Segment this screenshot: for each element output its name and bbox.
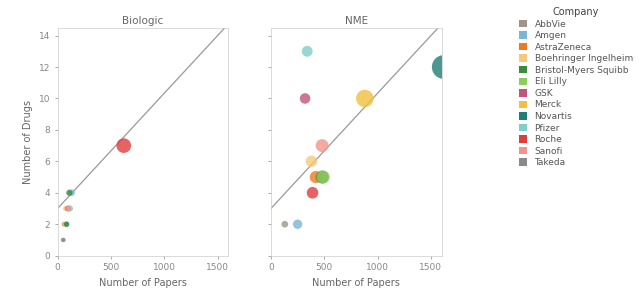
- Title: NME: NME: [345, 15, 368, 26]
- Point: [61, 222, 72, 227]
- Legend: AbbVie, Amgen, AstraZeneca, Boehringer Ingelheim, Bristol-Myers Squibb, Eli Lill: AbbVie, Amgen, AstraZeneca, Boehringer I…: [516, 5, 636, 170]
- Point: [307, 190, 317, 195]
- Point: [300, 96, 310, 101]
- Point: [118, 143, 129, 148]
- Point: [60, 222, 70, 227]
- Point: [58, 237, 68, 242]
- Point: [65, 206, 75, 211]
- Point: [59, 222, 69, 227]
- Point: [67, 190, 77, 195]
- Point: [360, 96, 370, 101]
- X-axis label: Number of Papers: Number of Papers: [312, 278, 400, 288]
- Point: [63, 206, 73, 211]
- Point: [302, 49, 312, 54]
- Point: [317, 143, 327, 148]
- Point: [438, 65, 449, 70]
- Point: [61, 222, 71, 227]
- Point: [58, 237, 68, 242]
- Point: [280, 222, 290, 227]
- Point: [63, 206, 74, 211]
- Point: [318, 175, 328, 180]
- Point: [307, 159, 317, 164]
- Y-axis label: Number of Drugs: Number of Drugs: [23, 100, 33, 184]
- Point: [292, 222, 303, 227]
- Point: [60, 206, 70, 211]
- Title: Biologic: Biologic: [122, 15, 164, 26]
- Point: [310, 175, 321, 180]
- Point: [64, 190, 74, 195]
- X-axis label: Number of Papers: Number of Papers: [99, 278, 187, 288]
- Point: [317, 175, 327, 180]
